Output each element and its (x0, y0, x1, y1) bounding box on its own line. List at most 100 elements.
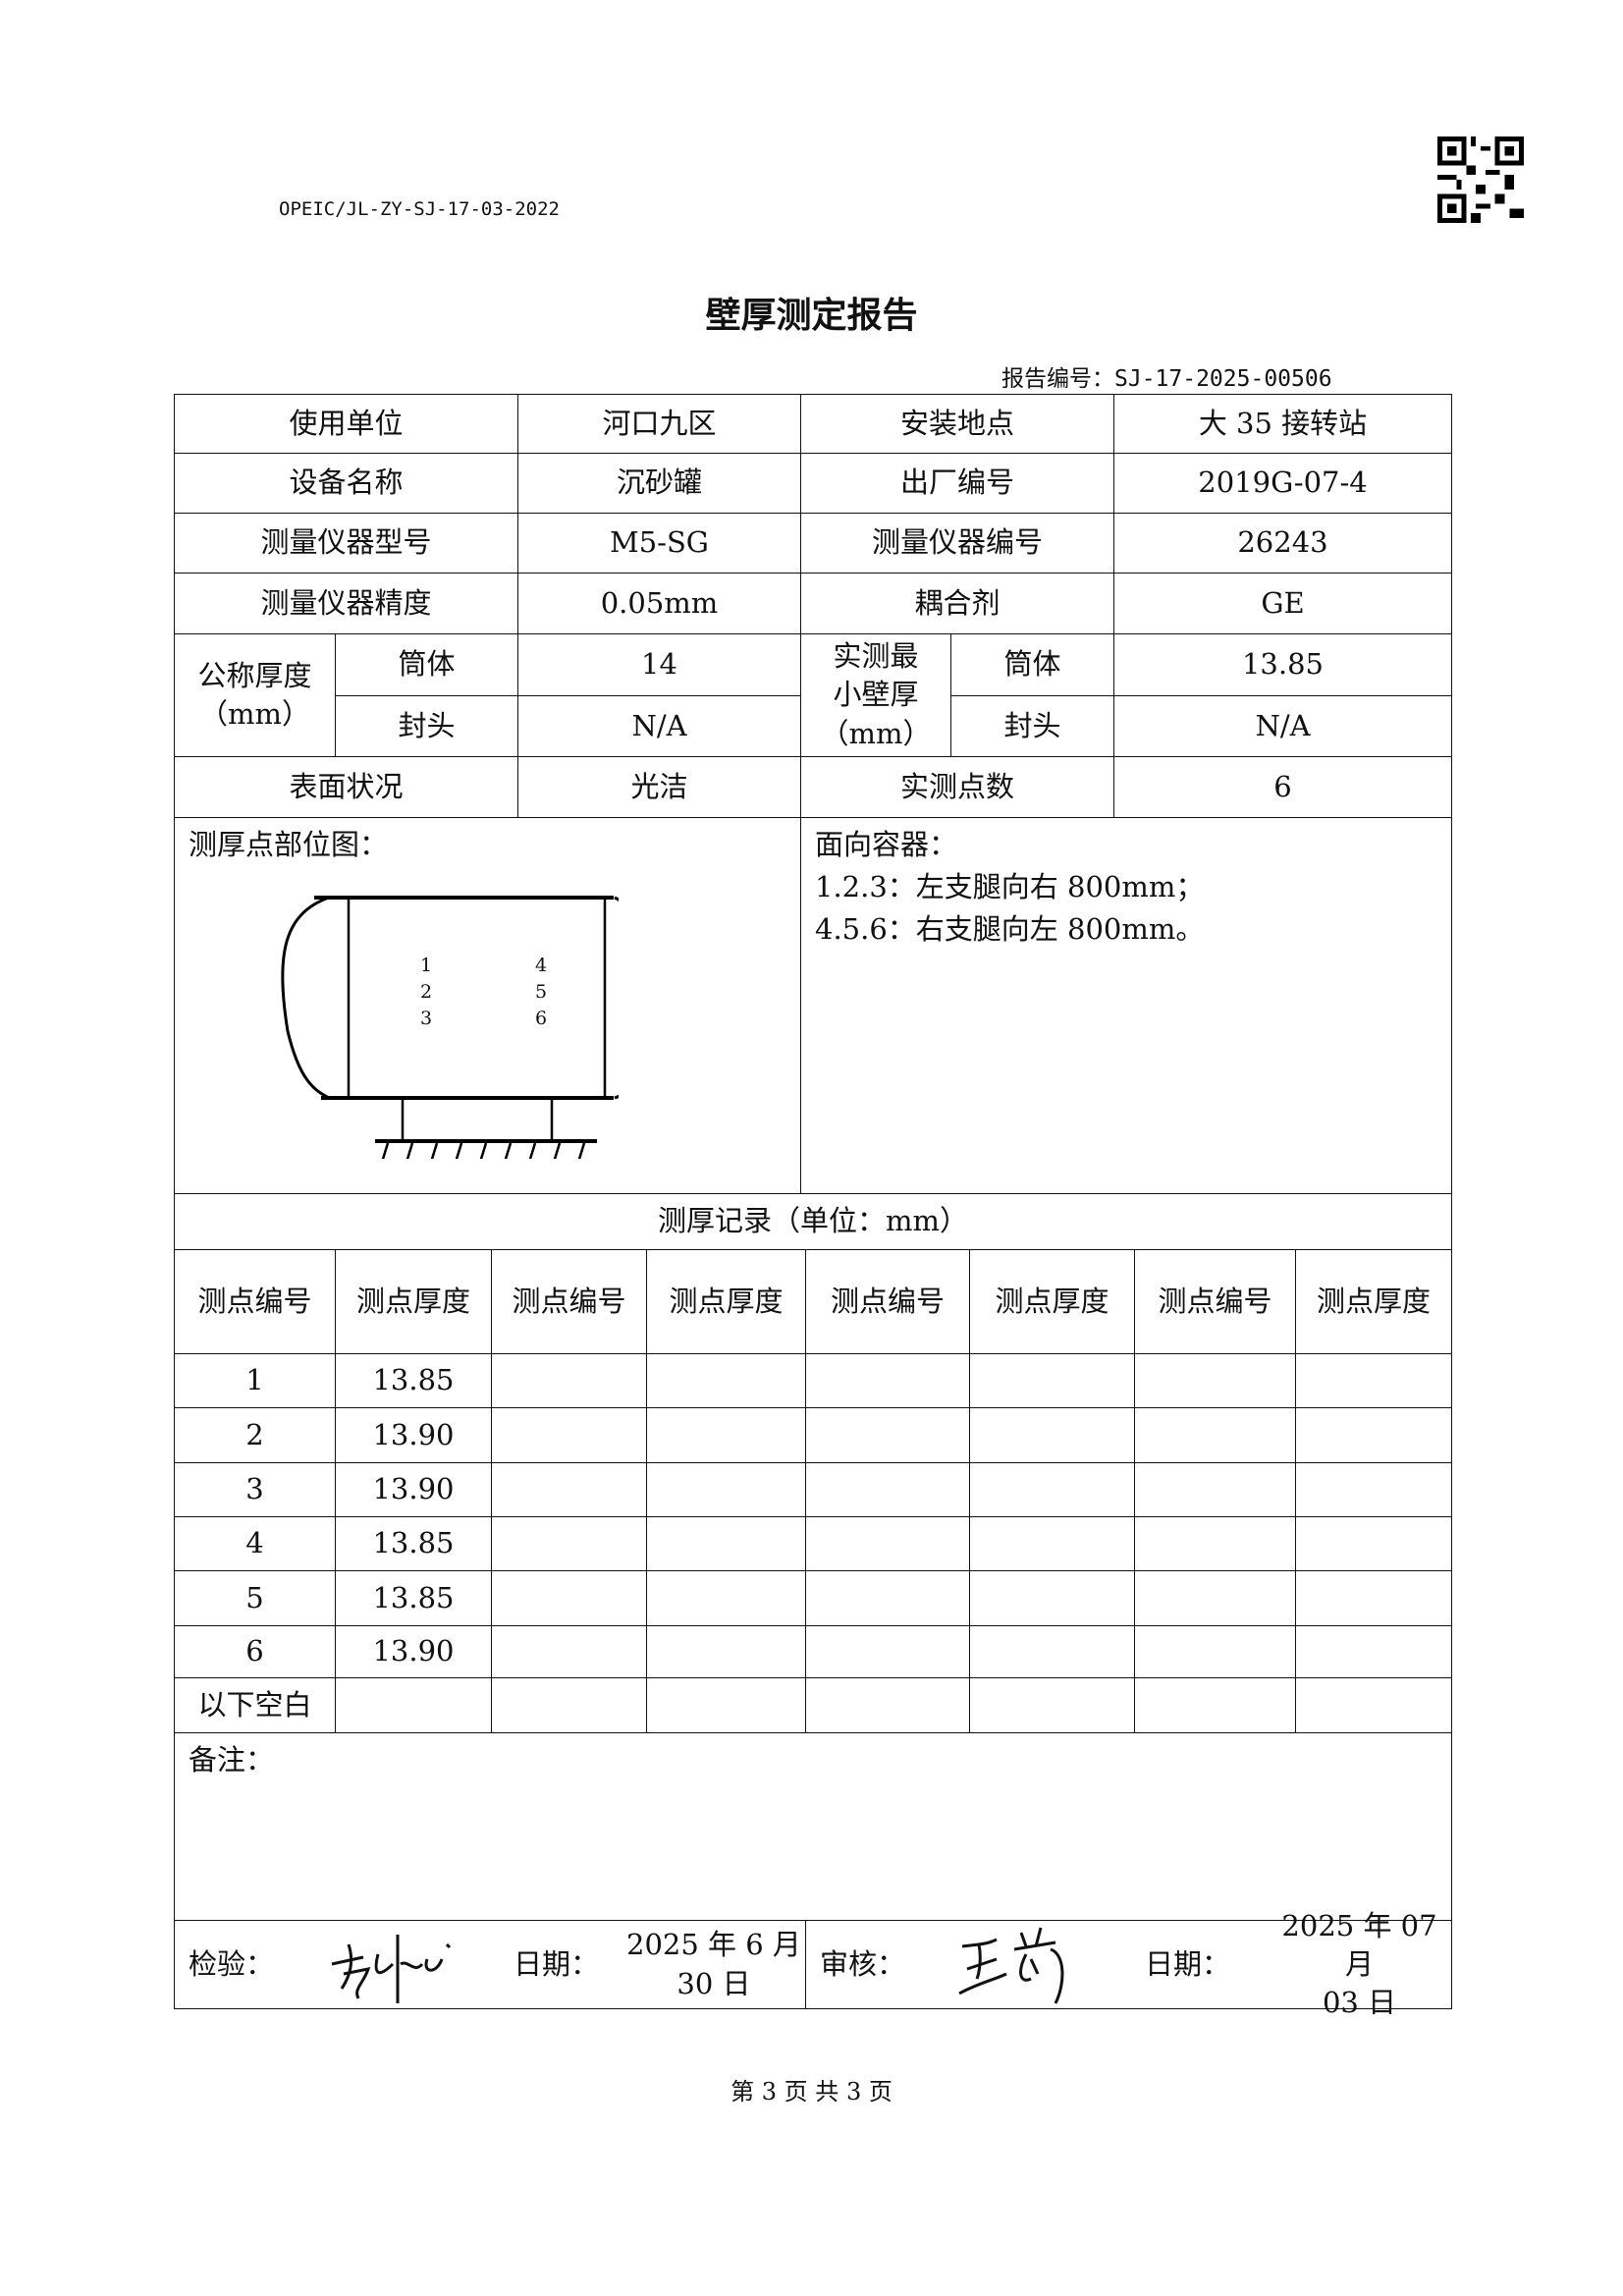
measured-min-label: 实测最 小壁厚 （mm） (800, 633, 951, 757)
point-label: 4 (535, 955, 548, 976)
record-thickness: 13.90 (335, 1407, 492, 1463)
nominal-shell-value: 14 (517, 633, 801, 696)
record-thickness (969, 1353, 1135, 1408)
measured-shell-value-text: 13.85 (1241, 647, 1325, 682)
record-point-id (805, 1625, 970, 1678)
points-count-label: 实测点数 (800, 756, 1114, 818)
record-thickness-text: 13.90 (372, 1634, 455, 1668)
reviewer-signature (958, 1927, 1064, 2004)
reviewer-signoff: 审核： 日期： 2025 年 07 月 03 日 (805, 1909, 1452, 2019)
record-thickness (1295, 1353, 1452, 1408)
install-site-label: 安装地点 (800, 394, 1114, 454)
page-footer: 第 3 页 共 3 页 (730, 2078, 893, 2105)
records-title: 测厚记录（单位：mm） (174, 1193, 1452, 1250)
record-point-id (491, 1625, 647, 1678)
orientation-section-text: 面向容器： (815, 828, 958, 861)
reviewer-label: 审核： (820, 1946, 906, 1981)
point-label: 1 (420, 955, 433, 976)
equipment-name-value: 沉砂罐 (517, 453, 801, 514)
record-header-text: 测点厚度 (669, 1284, 784, 1318)
user-unit-label-text: 使用单位 (289, 406, 404, 440)
inspector-label: 检验： (189, 1946, 275, 1981)
points-count-value-text: 6 (1273, 769, 1292, 803)
record-point-id: 以下空白 (174, 1677, 336, 1733)
record-point-id-text: 1 (245, 1363, 264, 1397)
orientation-line: 4.5.6：右支腿向左 800mm。 (815, 912, 1205, 947)
vessel-right-head (614, 896, 619, 1100)
instrument-no-label: 测量仪器编号 (800, 513, 1114, 574)
record-header: 测点编号 (805, 1249, 970, 1354)
record-thickness-text: 13.90 (372, 1472, 455, 1506)
points-count-value: 6 (1113, 756, 1452, 818)
record-thickness (1295, 1570, 1452, 1626)
record-point-id (491, 1570, 647, 1626)
record-point-id: 2 (174, 1407, 336, 1463)
report-number-value: SJ-17-2025-00506 (1114, 366, 1332, 392)
nominal-head-label-text: 封头 (398, 708, 456, 742)
record-point-id (1134, 1516, 1296, 1571)
equipment-name-label: 设备名称 (174, 453, 518, 514)
instrument-accuracy-value: 0.05mm (517, 573, 801, 634)
record-point-id-text: 以下空白 (197, 1687, 312, 1722)
measured-head-label: 封头 (950, 695, 1114, 757)
nominal-thickness-label-text: 公称厚度 （mm） (197, 658, 312, 731)
factory-no-label-text: 出厂编号 (899, 465, 1014, 500)
record-header-text: 测点编号 (1158, 1284, 1272, 1318)
points-right: 4 5 6 (535, 953, 547, 1032)
measured-shell-value: 13.85 (1113, 633, 1452, 696)
record-thickness (646, 1570, 806, 1626)
vessel-diagram (281, 896, 619, 1159)
instrument-model-value-text: M5-SG (610, 525, 709, 560)
record-thickness (646, 1462, 806, 1517)
remarks-section-text: 备注： (189, 1743, 275, 1777)
instrument-accuracy-value-text: 0.05mm (600, 585, 719, 620)
record-point-id (491, 1353, 647, 1408)
instrument-accuracy-label: 测量仪器精度 (174, 573, 518, 634)
inspector-date-label: 日期： (514, 1946, 600, 1981)
record-point-id (1134, 1462, 1296, 1517)
install-site-value: 大 35 接转站 (1113, 394, 1452, 454)
document-code: OPEIC/JL-ZY-SJ-17-03-2022 (279, 198, 560, 220)
record-point-id: 6 (174, 1625, 336, 1678)
record-thickness (1295, 1625, 1452, 1678)
record-thickness-text: 13.85 (372, 1363, 455, 1397)
record-thickness (969, 1407, 1135, 1463)
record-point-id (1134, 1570, 1296, 1626)
record-point-id-text: 2 (245, 1417, 264, 1451)
record-header: 测点编号 (1134, 1249, 1296, 1354)
record-thickness (1295, 1516, 1452, 1571)
surface-value: 光洁 (517, 756, 801, 818)
point-label: 5 (535, 981, 548, 1003)
points-left: 1 2 3 (420, 953, 432, 1032)
nominal-head-label: 封头 (335, 695, 518, 757)
surface-value-text: 光洁 (630, 769, 688, 803)
install-site-label-text: 安装地点 (899, 406, 1014, 440)
measured-shell-label-text: 筒体 (1003, 647, 1061, 682)
nominal-head-value-text: N/A (631, 708, 687, 742)
record-thickness (969, 1625, 1135, 1678)
record-header-text: 测点厚度 (1316, 1284, 1431, 1318)
record-point-id (1134, 1625, 1296, 1678)
measured-head-value-text: N/A (1255, 708, 1311, 742)
record-thickness (646, 1625, 806, 1678)
record-point-id: 3 (174, 1462, 336, 1517)
record-header: 测点编号 (174, 1249, 336, 1354)
record-point-id-text: 5 (245, 1580, 264, 1614)
record-point-id (491, 1516, 647, 1571)
nominal-shell-label: 筒体 (335, 633, 518, 696)
record-thickness (1295, 1677, 1452, 1733)
record-thickness: 13.90 (335, 1462, 492, 1517)
record-thickness (1295, 1462, 1452, 1517)
factory-no-value: 2019G-07-4 (1113, 453, 1452, 514)
record-thickness (646, 1516, 806, 1571)
record-header: 测点编号 (491, 1249, 647, 1354)
record-point-id (805, 1677, 970, 1733)
record-header: 测点厚度 (969, 1249, 1135, 1354)
orientation-section: 面向容器： 1.2.3：左支腿向右 800mm； 4.5.6：右支腿向左 800mm… (800, 817, 1452, 1194)
surface-label: 表面状况 (174, 756, 518, 818)
couplant-value: GE (1113, 573, 1452, 634)
user-unit-label: 使用单位 (174, 394, 518, 454)
record-point-id (1134, 1407, 1296, 1463)
couplant-label: 耦合剂 (800, 573, 1114, 634)
report-number-label: 报告编号： (1001, 366, 1114, 392)
